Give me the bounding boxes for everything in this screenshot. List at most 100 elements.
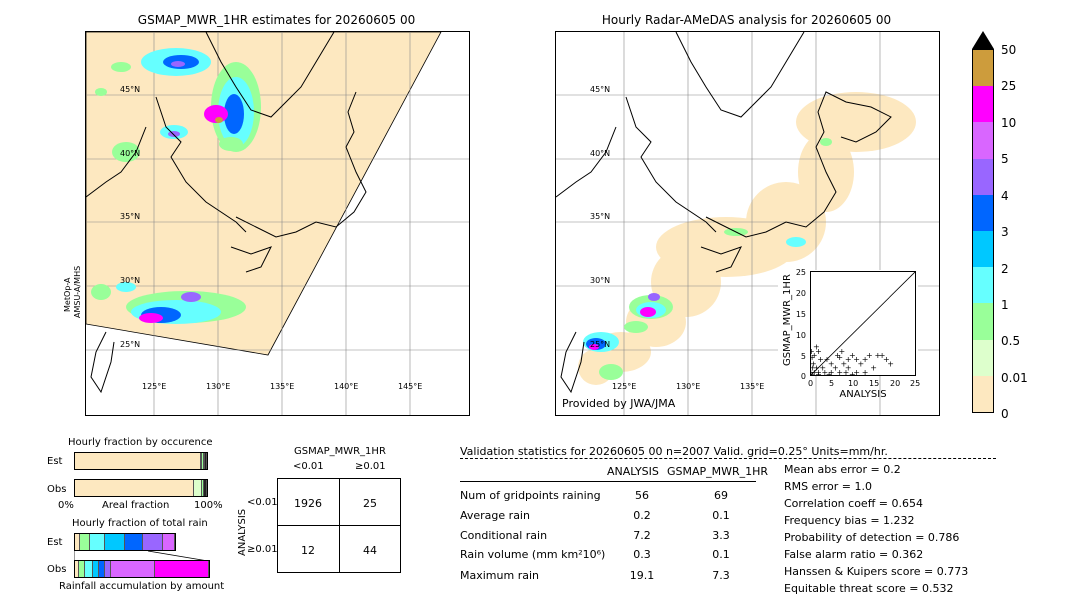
bar-segment	[85, 561, 93, 577]
bar-segment	[155, 561, 209, 577]
scatter-point: +	[862, 355, 869, 364]
left-map-lon-140: 140°E	[334, 382, 359, 391]
bar-segment	[79, 561, 85, 577]
right-map[interactable]: 45°N 40°N 35°N 30°N 25°N 125°E 130°E 135…	[555, 31, 940, 416]
validation-row-analysis-1: 0.2	[633, 509, 651, 522]
validation-row-label-0: Num of gridpoints raining	[460, 489, 601, 502]
validation-row-analysis-3: 0.3	[633, 548, 651, 561]
left-map[interactable]: 45°N 40°N 35°N 30°N 25°N 125°E 130°E 135…	[85, 31, 470, 416]
contingency-col-ge: ≥0.01	[355, 461, 386, 472]
colorbar-segment	[973, 86, 993, 123]
scatter-diagonal	[810, 271, 916, 376]
validation-col-gsmap: GSMAP_MWR_1HR	[667, 465, 769, 478]
scatter-xtick-0: 0	[808, 379, 814, 388]
bar-segment	[75, 534, 80, 550]
validation-row-analysis-2: 7.2	[633, 529, 651, 542]
scatter-point: +	[810, 371, 815, 376]
contingency-table	[277, 478, 401, 573]
score-ets: Equitable threat score = 0.532	[784, 582, 954, 595]
contingency-row-ge: ≥0.01	[247, 544, 278, 555]
bar-segment	[90, 534, 105, 550]
occurrence-axis-mid: Areal fraction	[102, 500, 170, 511]
validation-col-analysis: ANALYSIS	[607, 465, 659, 478]
scatter-xtick-5: 5	[829, 379, 835, 388]
colorbar	[972, 49, 994, 413]
scatter-plot: ++++++++++++++++++++++++++++++++++++++++…	[810, 271, 916, 376]
scatter-point: +	[887, 359, 894, 368]
scatter-point: +	[849, 351, 856, 360]
scatter-point: +	[841, 359, 848, 368]
contingency-cell-hit: 44	[363, 544, 377, 557]
colorbar-segment	[973, 267, 993, 304]
left-map-lat-35: 35°N	[120, 212, 141, 221]
scatter-point: +	[870, 364, 877, 373]
scatter-point: +	[843, 368, 850, 376]
right-map-lat-35: 35°N	[590, 212, 611, 221]
total-rain-connector	[74, 551, 209, 561]
bar-segment	[201, 480, 205, 496]
bar-segment	[143, 534, 163, 550]
bar-segment	[202, 453, 204, 469]
colorbar-segment	[973, 194, 993, 231]
scatter-ylabel: GSMAP_MWR_1HR	[782, 274, 793, 366]
validation-row-label-3: Rain volume (mm km²10⁶)	[460, 548, 606, 561]
scatter-point: +	[828, 359, 835, 368]
contingency-col-lt: <0.01	[293, 461, 324, 472]
left-map-sensor-label: AMSU-A/MHS	[73, 265, 82, 318]
scatter-ytick-0: 0	[800, 372, 806, 381]
colorbar-extend-arrow	[972, 31, 994, 49]
score-pod: Probability of detection = 0.786	[784, 531, 960, 544]
left-map-lat-45: 45°N	[120, 85, 141, 94]
right-map-lat-40: 40°N	[590, 149, 611, 158]
scatter-point: +	[836, 353, 843, 362]
colorbar-segment	[973, 50, 993, 87]
left-map-lat-40: 40°N	[120, 149, 141, 158]
colorbar-label-3: 3	[1001, 225, 1009, 239]
bar-segment	[99, 561, 105, 577]
colorbar-label-0-5: 0.5	[1001, 334, 1021, 348]
occurrence-est-bar	[74, 452, 208, 470]
validation-row-label-2: Conditional rain	[460, 529, 548, 542]
colorbar-label-0-01: 0.01	[1001, 371, 1028, 385]
score-frequency-bias: Frequency bias = 1.232	[784, 514, 915, 527]
colorbar-segment	[973, 375, 993, 412]
colorbar-label-10: 10	[1001, 116, 1017, 130]
right-map-coastline	[556, 32, 892, 394]
left-map-lon-130: 130°E	[206, 382, 231, 391]
scatter-point: +	[836, 368, 843, 376]
left-map-coastline	[86, 32, 367, 394]
scatter-point: +	[874, 351, 881, 360]
scatter-ytick-20: 20	[795, 289, 806, 298]
validation-divider	[460, 458, 996, 459]
occurrence-est-label: Est	[47, 456, 63, 467]
colorbar-label-2: 2	[1001, 262, 1009, 276]
scatter-point: +	[849, 370, 856, 376]
colorbar-label-4: 4	[1001, 189, 1009, 203]
contingency-cell-false-alarm: 25	[363, 497, 377, 510]
validation-row-gsmap-2: 3.3	[712, 529, 730, 542]
bar-segment	[80, 534, 90, 550]
right-map-grid	[556, 32, 939, 415]
bar-segment	[75, 480, 194, 496]
left-map-rain	[91, 48, 261, 324]
colorbar-label-50: 50	[1001, 43, 1017, 57]
scatter-point: +	[824, 355, 831, 364]
right-map-lat-25: 25°N	[590, 340, 611, 349]
right-map-lon-135: 135°E	[740, 382, 765, 391]
scatter-point: +	[815, 370, 822, 376]
scatter-point: +	[813, 343, 820, 352]
scatter-point: +	[828, 368, 835, 376]
bar-segment	[93, 561, 99, 577]
validation-row-gsmap-4: 7.3	[712, 569, 730, 582]
bar-segment	[201, 453, 203, 469]
scatter-point: +	[838, 347, 845, 356]
left-map-title: GSMAP_MWR_1HR estimates for 20260605 00	[137, 13, 416, 27]
scatter-point: +	[811, 351, 818, 360]
colorbar-label-5: 5	[1001, 152, 1009, 166]
bar-segment	[75, 453, 202, 469]
colorbar-segment	[973, 339, 993, 376]
right-map-lat-30: 30°N	[590, 276, 611, 285]
total-rain-title: Hourly fraction of total rain	[72, 518, 208, 529]
validation-header: Validation statistics for 20260605 00 n=…	[460, 445, 888, 458]
bar-segment	[105, 561, 111, 577]
